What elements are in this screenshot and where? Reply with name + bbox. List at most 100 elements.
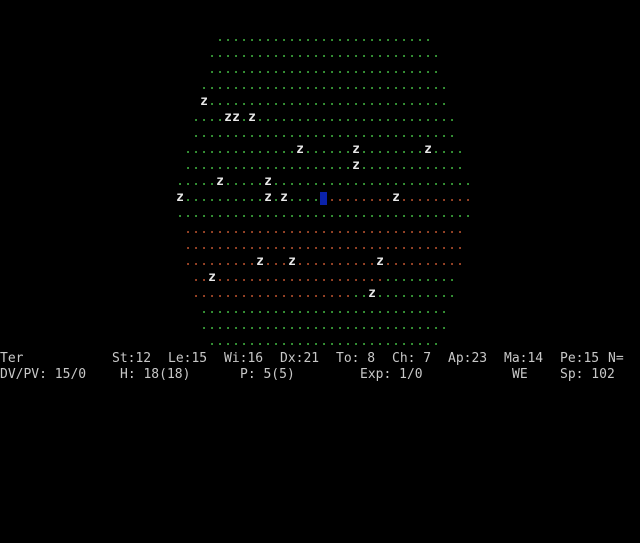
floor-tile: . (336, 158, 344, 173)
floor-tile: . (352, 46, 360, 61)
floor-tile: . (328, 174, 336, 189)
floor-tile: . (320, 126, 328, 141)
floor-tile: . (416, 110, 424, 125)
floor-tile: . (240, 334, 248, 349)
floor-tile: . (240, 190, 248, 205)
floor-tile: . (288, 142, 296, 157)
floor-tile: . (296, 110, 304, 125)
floor-tile: . (320, 174, 328, 189)
floor-tile: . (240, 222, 248, 237)
floor-tile: . (264, 302, 272, 317)
floor-tile: . (304, 30, 312, 45)
floor-tile: . (200, 190, 208, 205)
floor-tile: . (328, 206, 336, 221)
floor-tile: . (208, 174, 216, 189)
floor-tile: . (408, 302, 416, 317)
floor-tile: . (352, 30, 360, 45)
floor-tile: . (424, 318, 432, 333)
floor-tile: . (280, 270, 288, 285)
floor-tile: . (184, 254, 192, 269)
floor-tile: . (256, 158, 264, 173)
floor-tile: . (344, 318, 352, 333)
floor-tile: . (232, 270, 240, 285)
floor-tile: . (312, 158, 320, 173)
floor-tile: . (288, 46, 296, 61)
monster-z: z (216, 174, 224, 189)
floor-tile: . (360, 334, 368, 349)
monster-z: z (224, 110, 232, 125)
floor-tile: . (344, 190, 352, 205)
floor-tile: . (208, 110, 216, 125)
floor-tile: . (240, 94, 248, 109)
floor-tile: . (360, 126, 368, 141)
floor-tile: . (296, 302, 304, 317)
floor-tile: . (272, 142, 280, 157)
floor-tile: . (296, 286, 304, 301)
floor-tile: . (416, 302, 424, 317)
stat-nutrition: N= (608, 351, 624, 366)
floor-tile: . (216, 254, 224, 269)
floor-tile: . (208, 158, 216, 173)
floor-tile: . (376, 110, 384, 125)
floor-tile: . (296, 174, 304, 189)
floor-tile: . (432, 126, 440, 141)
floor-tile: . (192, 254, 200, 269)
floor-tile: . (424, 334, 432, 349)
floor-tile: . (384, 206, 392, 221)
floor-tile: . (464, 190, 472, 205)
floor-tile: . (240, 158, 248, 173)
floor-tile: . (376, 222, 384, 237)
floor-tile: . (344, 206, 352, 221)
floor-tile: . (416, 206, 424, 221)
game-map[interactable]: ........................................… (0, 0, 640, 349)
floor-tile: . (288, 174, 296, 189)
floor-tile: . (416, 286, 424, 301)
floor-tile: . (440, 270, 448, 285)
floor-tile: . (344, 158, 352, 173)
floor-tile: . (376, 158, 384, 173)
floor-tile: . (200, 110, 208, 125)
floor-tile: . (400, 334, 408, 349)
monster-z: z (424, 142, 432, 157)
floor-tile: . (400, 78, 408, 93)
floor-tile: . (368, 126, 376, 141)
monster-z: z (392, 190, 400, 205)
floor-tile: . (368, 142, 376, 157)
floor-tile: . (376, 126, 384, 141)
floor-tile: . (384, 158, 392, 173)
floor-tile: . (408, 110, 416, 125)
floor-tile: . (408, 78, 416, 93)
floor-tile: . (440, 94, 448, 109)
floor-tile: . (416, 30, 424, 45)
floor-tile: . (448, 286, 456, 301)
floor-tile: . (272, 94, 280, 109)
floor-tile: . (312, 334, 320, 349)
floor-tile: . (248, 78, 256, 93)
floor-tile: . (368, 222, 376, 237)
floor-tile: . (360, 190, 368, 205)
stat-toughness: To: 8 (336, 351, 376, 366)
floor-tile: . (240, 254, 248, 269)
floor-tile: . (440, 126, 448, 141)
floor-tile: . (320, 78, 328, 93)
floor-tile: . (456, 254, 464, 269)
floor-tile: . (448, 238, 456, 253)
floor-tile: . (296, 222, 304, 237)
floor-tile: . (464, 174, 472, 189)
floor-tile: . (240, 206, 248, 221)
floor-tile: . (240, 78, 248, 93)
floor-tile: . (272, 286, 280, 301)
floor-tile: . (336, 190, 344, 205)
floor-tile: . (352, 94, 360, 109)
monster-z: z (376, 254, 384, 269)
floor-tile: . (368, 270, 376, 285)
floor-tile: . (328, 30, 336, 45)
floor-tile: . (272, 30, 280, 45)
floor-tile: . (200, 254, 208, 269)
floor-tile: . (376, 62, 384, 77)
floor-tile: . (304, 286, 312, 301)
floor-tile: . (224, 318, 232, 333)
floor-tile: . (232, 142, 240, 157)
floor-tile: . (408, 238, 416, 253)
floor-tile: . (272, 110, 280, 125)
